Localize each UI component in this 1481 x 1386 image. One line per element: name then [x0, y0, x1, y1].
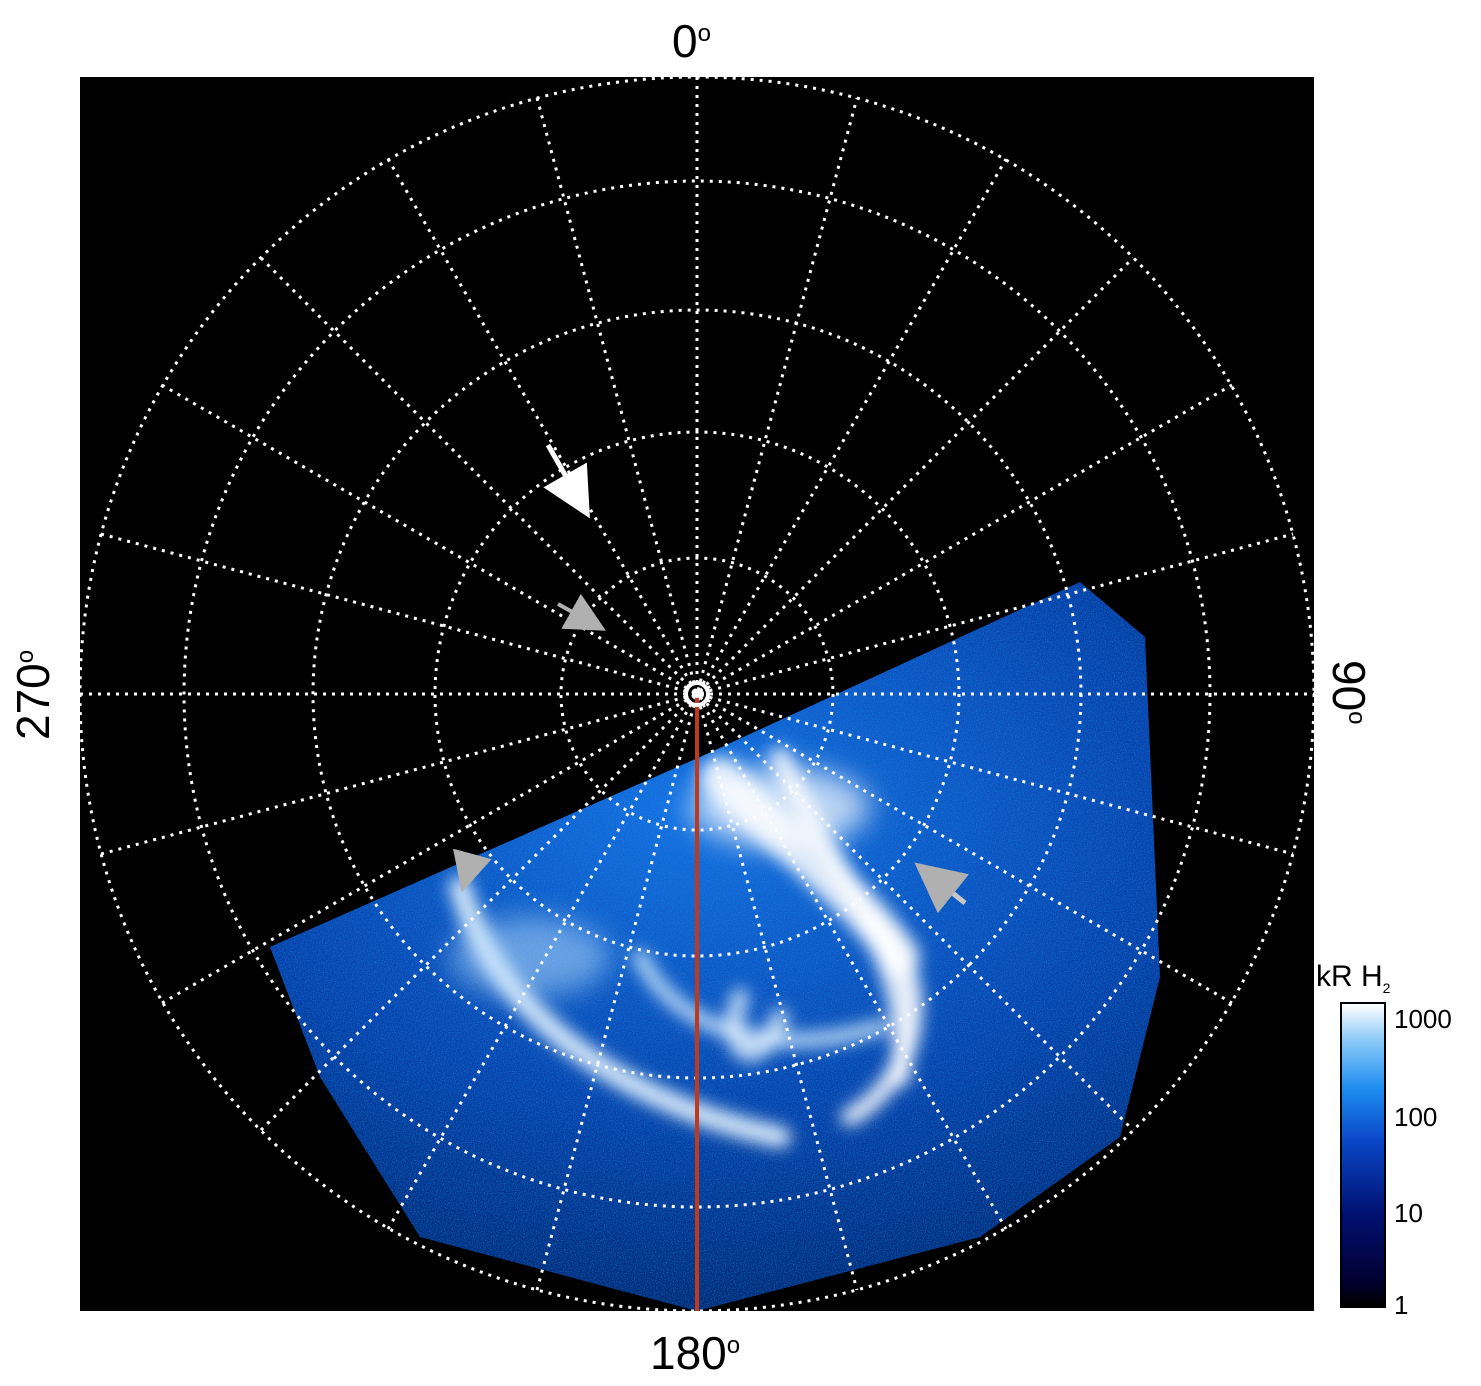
colorbar-tick-1: 1 — [1394, 1290, 1409, 1320]
label-180-text: 180 — [650, 1327, 727, 1379]
pole-marker — [684, 681, 710, 707]
arrow-markers — [453, 443, 970, 914]
label-270-degrees: 270o — [7, 649, 59, 740]
label-270-text: 270 — [7, 663, 59, 740]
colorbar-tick-10: 10 — [1394, 1198, 1423, 1228]
colorbar-tick-1000: 1000 — [1394, 1004, 1452, 1034]
polar-aurora-image — [80, 77, 1314, 1311]
label-0-degrees: 0o — [672, 18, 711, 64]
glow-core — [450, 767, 870, 997]
colorbar — [1340, 1002, 1386, 1308]
colorbar-title-subscript: 2 — [1382, 980, 1391, 996]
degree-symbol: o — [1343, 711, 1370, 725]
white-arrow — [543, 443, 590, 519]
label-90-text: 90 — [1323, 660, 1375, 712]
gray-arrow-upper — [557, 593, 606, 631]
degree-symbol: o — [726, 1332, 741, 1359]
label-180-degrees: 180o — [650, 1330, 740, 1376]
label-90-degrees: 90o — [1323, 660, 1375, 725]
colorbar-title: kR H2 — [1316, 960, 1390, 996]
colorbar-title-text: kR H — [1316, 960, 1383, 993]
label-0-text: 0 — [672, 15, 698, 67]
gray-arrow-right — [914, 862, 970, 914]
colorbar-tick-100: 100 — [1394, 1102, 1438, 1132]
degree-symbol: o — [12, 649, 39, 664]
gray-arrow-left — [453, 848, 492, 893]
degree-symbol: o — [697, 20, 711, 47]
